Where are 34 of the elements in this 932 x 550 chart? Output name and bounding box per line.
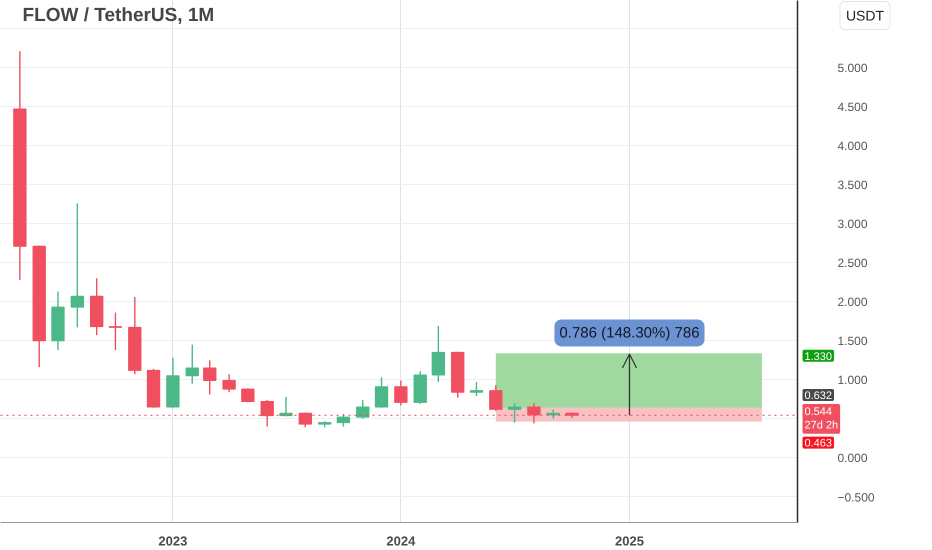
- y-tick-label: 2.500: [838, 256, 868, 270]
- text: 1.330: [804, 350, 832, 363]
- text: 0.463: [804, 438, 832, 450]
- candlestick: [222, 374, 236, 393]
- candlestick: [70, 202, 84, 328]
- y-tick-label: 0.000: [838, 451, 868, 466]
- y-tick-label: 4.000: [838, 139, 868, 154]
- chart-title: FLOW / TetherUS, 1M: [22, 5, 214, 26]
- y-tick-label: 1.500: [838, 334, 868, 348]
- x-tick-label: 2023: [158, 534, 188, 548]
- y-tick-label: 5.000: [838, 61, 868, 76]
- candlestick: [186, 344, 199, 384]
- candlestick: [374, 376, 388, 408]
- candlestick: [508, 402, 522, 424]
- candlestick: [394, 380, 408, 406]
- y-tick-label: 3.000: [838, 217, 868, 232]
- candlestick: [203, 360, 216, 396]
- y-axis-title: USDT: [846, 8, 885, 24]
- y-tick-label: −0.500: [838, 490, 875, 504]
- candlestick: [108, 312, 122, 351]
- candlestick: [356, 399, 370, 420]
- y-tick-label: 1.000: [838, 373, 868, 388]
- ref-line-label: 0.544 27d 2h: [804, 406, 838, 432]
- candlestick: [470, 381, 484, 397]
- y-tick-label: 4.500: [838, 100, 868, 114]
- annotation: 0.786 (148.30%) 786: [559, 324, 700, 342]
- x-tick-label: 2025: [615, 534, 644, 548]
- candlestick: [489, 384, 502, 412]
- y-tick-label: 3.500: [838, 178, 868, 192]
- candlestick: [336, 413, 350, 428]
- x-tick-label: 2024: [386, 534, 416, 548]
- y-tick-label: 2.000: [838, 295, 868, 310]
- candlestick: [432, 325, 446, 383]
- text: 0.632: [804, 390, 832, 402]
